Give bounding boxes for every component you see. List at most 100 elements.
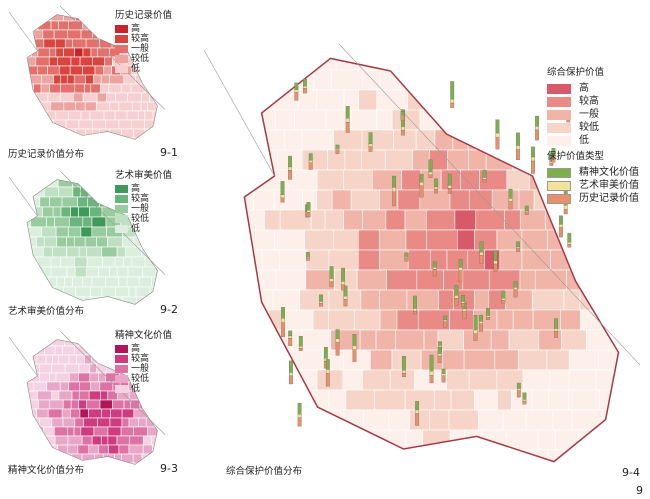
parcel	[210, 430, 238, 450]
parcel	[379, 309, 398, 331]
parcel	[404, 209, 427, 231]
parcel	[362, 369, 391, 391]
parcel	[410, 449, 429, 462]
parcel	[61, 196, 78, 208]
parcel	[534, 269, 567, 291]
parcel	[520, 69, 541, 91]
parcel	[86, 266, 99, 278]
parcel	[152, 110, 158, 121]
parcel	[406, 289, 440, 311]
parcel	[588, 269, 614, 291]
parcel	[90, 83, 101, 94]
parcel	[359, 329, 377, 351]
parcel	[73, 236, 86, 248]
parcel	[95, 345, 106, 356]
parcel	[72, 276, 84, 288]
map-outline	[26, 339, 158, 465]
parcel	[57, 444, 68, 455]
value-bar	[298, 335, 303, 351]
value-bar	[392, 175, 397, 207]
map-outline	[26, 14, 158, 140]
parcel	[83, 417, 98, 428]
parcel	[118, 444, 130, 455]
parcel	[568, 369, 597, 391]
parcel	[98, 137, 106, 140]
parcel	[67, 435, 83, 446]
legend-item: 低	[115, 64, 172, 74]
parcel	[27, 74, 30, 85]
parcel	[99, 128, 110, 139]
parcel	[163, 277, 178, 287]
parcel	[38, 399, 51, 410]
parcel	[485, 449, 519, 462]
parcel	[15, 207, 23, 217]
parcel	[397, 189, 421, 211]
parcel	[92, 56, 105, 67]
parcel	[253, 58, 284, 71]
parcel	[161, 111, 172, 120]
legend-swatch	[547, 109, 571, 120]
parcel	[52, 206, 62, 218]
value-bar	[306, 202, 311, 217]
legend-swatch	[115, 195, 128, 203]
parcel	[92, 179, 108, 188]
parcel	[106, 92, 116, 103]
parcel	[151, 435, 158, 446]
legend-label: 高	[579, 83, 589, 94]
parcel	[282, 58, 314, 71]
parcel	[312, 309, 329, 331]
parcel	[103, 65, 112, 76]
parcel	[252, 389, 271, 411]
parcel	[478, 409, 504, 431]
number-9-4: 9-4	[622, 466, 640, 479]
parcel	[244, 369, 247, 391]
parcel	[299, 289, 330, 311]
parcel	[491, 89, 513, 111]
parcel	[104, 137, 119, 140]
parcel	[72, 186, 81, 198]
parcel	[531, 289, 565, 311]
parcel	[27, 236, 37, 248]
parcel	[41, 226, 57, 238]
parcel	[96, 92, 107, 103]
legend-swatch	[115, 225, 128, 233]
parcel	[37, 47, 50, 58]
value-bar	[482, 169, 487, 183]
parcel	[157, 266, 158, 278]
parcel	[82, 216, 93, 228]
parcel	[121, 408, 135, 419]
parcel	[459, 69, 476, 91]
parcel	[15, 111, 23, 120]
parcel	[362, 209, 387, 231]
legend-label: 高	[131, 183, 141, 194]
parcel	[27, 226, 42, 238]
parcel	[598, 349, 619, 371]
legend-swatch	[115, 355, 128, 363]
parcel	[244, 409, 260, 431]
parcel	[37, 390, 52, 401]
parcel	[82, 137, 92, 140]
parcel	[63, 101, 76, 112]
road	[8, 176, 38, 217]
parcel	[86, 256, 103, 268]
parcel	[100, 390, 109, 401]
parcel	[117, 137, 131, 140]
type-legend-item: 精神文化价值	[547, 166, 639, 179]
parcel	[377, 58, 395, 71]
parcel	[260, 329, 277, 351]
parcel	[99, 381, 114, 392]
parcel	[629, 270, 650, 290]
parcel	[27, 65, 28, 76]
parcel	[35, 56, 50, 67]
legend-label: 较低	[131, 213, 150, 224]
value-bar	[450, 81, 455, 108]
parcel	[15, 237, 22, 247]
parcel	[361, 129, 394, 151]
value-bar	[400, 111, 405, 121]
parcel	[519, 269, 536, 291]
parcel	[301, 129, 334, 151]
parcel	[59, 381, 69, 392]
parcel	[105, 119, 120, 130]
parcel	[405, 229, 427, 251]
parcel	[376, 89, 408, 111]
